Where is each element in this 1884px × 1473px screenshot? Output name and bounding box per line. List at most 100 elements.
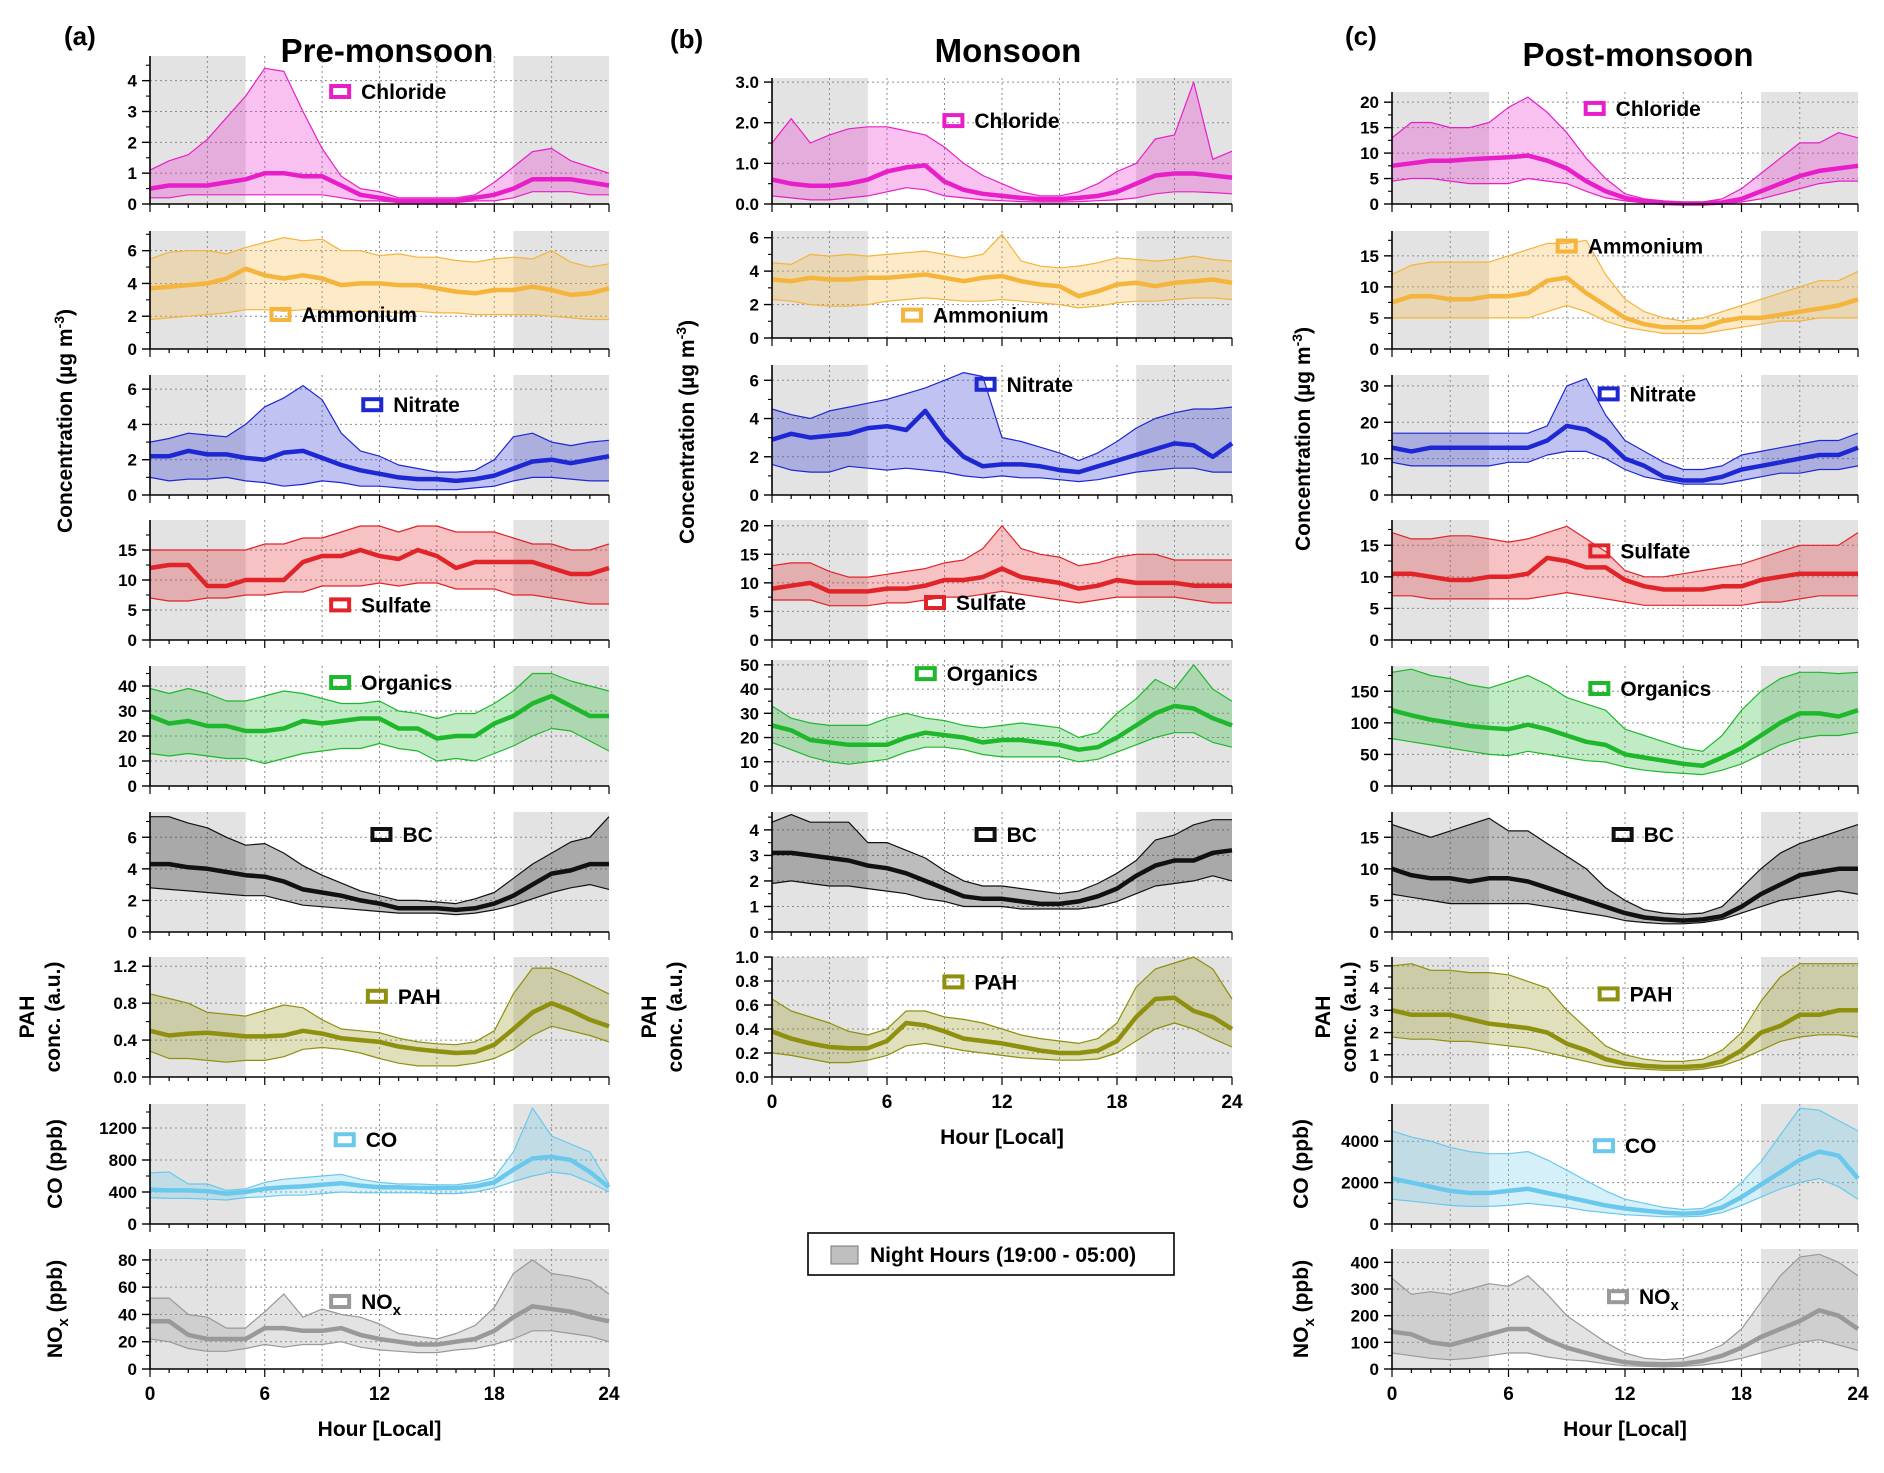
upper-percentile-line	[150, 816, 610, 905]
subplot-organics: 0 50 100 150 Organics	[1351, 666, 1859, 796]
y-tick-label: 2	[128, 133, 137, 152]
median-line	[771, 163, 1233, 202]
lower-percentile-line	[1392, 304, 1858, 335]
legend-label: Sulfate	[1620, 540, 1690, 563]
percentile-band	[772, 525, 1232, 606]
lower-percentile-line	[771, 732, 1233, 765]
night-legend-frame	[807, 1232, 1175, 1276]
y-axis-label-pah-unit: conc. (a.u.)	[42, 962, 65, 1073]
subplot-nox: 0 100 200 300 400 NOx	[1351, 1249, 1860, 1379]
y-tick-label: 6	[128, 380, 137, 399]
percentile-band	[150, 385, 609, 490]
y-tick-label: 2	[750, 872, 759, 891]
median-line	[1391, 423, 1859, 483]
subplot-sulfate: 0 5 10 15 Sulfate	[1360, 520, 1859, 650]
x-tick-label: 0	[145, 1384, 156, 1405]
legend-swatch	[329, 675, 352, 690]
upper-percentile-line	[150, 525, 610, 551]
lower-percentile-line	[1391, 177, 1858, 205]
subplot-bc: 0 5 10 15 BC	[1360, 812, 1859, 942]
y-tick-label: 0	[750, 631, 759, 650]
y-tick-label: 30	[118, 702, 137, 721]
upper-percentile-line	[1391, 668, 1859, 752]
x-tick-label: 24	[1221, 1092, 1243, 1113]
y-tick-label: 3	[1370, 1001, 1379, 1020]
percentile-band	[150, 816, 609, 915]
percentile-band	[150, 526, 609, 604]
subplot-pah: 0.0 0.2 0.4 0.6 0.8 1.0 PAH	[735, 948, 1234, 1087]
legend-swatch	[942, 113, 965, 129]
y-tick-label: 1.0	[735, 948, 759, 967]
lower-percentile-line	[1391, 890, 1859, 925]
median-line	[1391, 1308, 1860, 1367]
panel-title: Monsoon	[935, 32, 1082, 69]
median-line	[149, 1154, 611, 1196]
y-tick-label: 100	[1351, 714, 1379, 733]
legend-label: Ammonium	[1588, 236, 1704, 259]
legend-swatch	[370, 827, 393, 842]
subplot-organics: 0 10 20 30 40 50 Organics	[740, 656, 1233, 796]
night-shade-morning	[1392, 1249, 1490, 1369]
upper-percentile-line	[149, 967, 610, 1046]
y-tick-label: 0.2	[735, 1044, 759, 1063]
legend-swatch	[1593, 1138, 1615, 1154]
night-shade-evening	[513, 1104, 609, 1224]
y-tick-label: 50	[1360, 745, 1379, 764]
median-line	[149, 266, 610, 298]
y-tick-label: 400	[1351, 1253, 1379, 1272]
legend-label: NOx	[1639, 1286, 1680, 1314]
y-axis-label-concentration: Concentration (µg m-3)	[673, 320, 699, 544]
y-tick-label: 6	[750, 229, 759, 248]
lower-percentile-line	[772, 590, 1232, 607]
lower-percentile-line	[1391, 1034, 1859, 1071]
median-line	[1391, 866, 1858, 923]
lower-percentile-line	[149, 309, 609, 321]
legend-swatch	[1611, 827, 1634, 842]
y-tick-label: 3.0	[735, 73, 759, 92]
y-tick-label: 4	[750, 262, 760, 281]
subplot-co: 0 400 800 1200 CO	[99, 1104, 611, 1234]
y-tick-label: 5	[1370, 891, 1379, 910]
y-tick-label: 1	[128, 164, 137, 183]
y-tick-label: 60	[118, 1278, 137, 1297]
upper-percentile-line	[149, 385, 610, 473]
y-tick-label: 0	[128, 195, 137, 214]
x-tick-label: 0	[1387, 1384, 1398, 1405]
lower-percentile-line	[149, 1330, 610, 1354]
y-tick-label: 10	[118, 752, 137, 771]
night-shade-evening	[1136, 660, 1232, 786]
legend-label: BC	[402, 824, 432, 847]
y-tick-label: 150	[1351, 682, 1379, 701]
y-tick-label: 50	[740, 656, 759, 675]
y-tick-label: 5	[1370, 957, 1379, 976]
night-shade-evening	[1136, 812, 1232, 932]
lower-percentile-line	[150, 191, 609, 204]
y-tick-label: 0	[1370, 1215, 1379, 1234]
panel-letter: (c)	[1345, 21, 1377, 51]
legend-label: Sulfate	[361, 594, 431, 617]
night-shade-evening	[1136, 520, 1232, 640]
legend-label: CO	[1625, 1135, 1657, 1158]
legend-label: Chloride	[974, 110, 1059, 133]
night-shade-morning	[772, 660, 868, 786]
lower-percentile-line	[771, 297, 1233, 309]
subplot-nitrate: 0 2 4 6 Nitrate	[750, 365, 1234, 505]
y-tick-label: 10	[1360, 144, 1379, 163]
upper-percentile-line	[1391, 963, 1858, 1063]
subplot-nitrate: 0 10 20 30 Nitrate	[1360, 375, 1859, 505]
upper-percentile-line	[149, 1107, 610, 1192]
median-line	[149, 693, 609, 741]
legend-swatch	[974, 827, 997, 842]
legend-swatch	[361, 397, 384, 413]
y-tick-label: 10	[1360, 450, 1379, 469]
legend-label: Chloride	[361, 81, 446, 104]
subplot-pah: 0.0 0.4 0.8 1.2 PAH	[113, 957, 610, 1087]
y-tick-label: 3	[128, 103, 137, 122]
legend-swatch	[333, 1132, 356, 1148]
y-tick-label: 40	[118, 677, 137, 696]
y-tick-label: 10	[1360, 568, 1379, 587]
subplot-bc: 0 1 2 3 4 BC	[750, 812, 1233, 942]
night-hours-legend: Night Hours (19:00 - 05:00)	[807, 1232, 1175, 1276]
y-tick-label: 10	[740, 753, 759, 772]
y-axis-label-pah: PAH	[1312, 996, 1335, 1039]
